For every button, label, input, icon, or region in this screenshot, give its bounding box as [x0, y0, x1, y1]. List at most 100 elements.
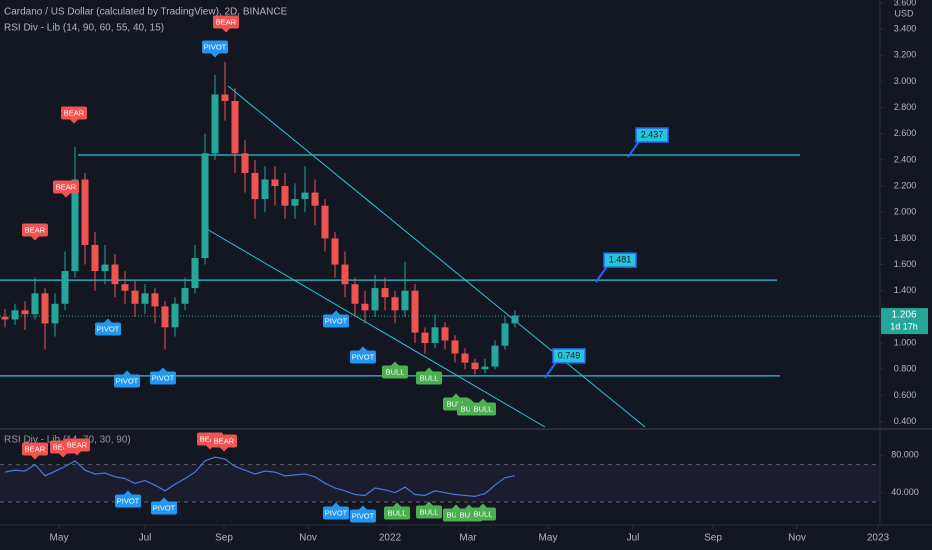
signal-text: BEAR: [200, 434, 221, 443]
signal-box: [470, 402, 496, 416]
signal-label: BULL: [470, 398, 496, 416]
candle-body: [121, 284, 129, 291]
candle-body: [131, 290, 139, 304]
candle-body: [431, 327, 439, 344]
candle-body: [31, 293, 39, 315]
candle-body: [271, 179, 279, 187]
signal-text: PIVOT: [325, 316, 348, 325]
signal-pointer: [123, 370, 131, 375]
y-tick-label: 2.400: [894, 154, 917, 164]
y-tick-label: 2.600: [894, 128, 917, 138]
signal-text: PIVOT: [153, 503, 176, 512]
signal-pointer: [425, 367, 433, 372]
signal-text: BULL: [474, 509, 493, 518]
x-tick-label: Mar: [459, 533, 477, 544]
y-tick-label: 2.000: [894, 207, 917, 217]
signal-text: PIVOT: [152, 373, 175, 382]
signal-label: BULL: [416, 367, 442, 385]
signal-pointer: [211, 53, 219, 58]
signal-label: PIVOT: [323, 310, 349, 328]
x-tick-label: Sep: [215, 533, 233, 544]
signal-box: [323, 314, 349, 328]
signal-pointer: [104, 318, 112, 323]
signal-box: [61, 106, 87, 120]
y-tick-label: 3.400: [894, 23, 917, 33]
signal-text: PIVOT: [325, 508, 348, 517]
candle-body: [301, 192, 309, 200]
signal-pointer: [359, 346, 367, 351]
signal-pointer: [452, 504, 460, 509]
level-pointer: [544, 360, 558, 379]
signal-label: BULL: [470, 503, 496, 521]
signal-text: BULL: [388, 508, 407, 517]
candle-body: [351, 284, 359, 304]
signal-text: PIVOT: [352, 511, 375, 520]
signal-label: PIVOT: [350, 505, 376, 523]
candle-body: [111, 264, 119, 285]
signal-label: BEAR: [22, 223, 48, 241]
x-tick-label: Sep: [704, 533, 722, 544]
level-pointer: [627, 139, 641, 158]
signal-box: [202, 40, 228, 54]
level-label: 1.481: [609, 254, 632, 264]
signal-box: [115, 494, 141, 508]
signal-box: [384, 506, 410, 520]
signal-box: [350, 509, 376, 523]
signal-pointer: [359, 505, 367, 510]
signal-pointer: [31, 455, 39, 460]
level-label: 2.437: [641, 129, 664, 139]
candle-body: [221, 94, 229, 102]
trend-line: [227, 85, 646, 428]
candle-body: [501, 323, 509, 346]
y-tick-label: 1.800: [894, 233, 917, 243]
y-tick-label: 2.800: [894, 102, 917, 112]
signal-pointer: [452, 393, 460, 398]
x-tick-label: 2023: [867, 533, 890, 544]
signal-label: BEAR: [22, 442, 48, 460]
signal-text: BEAR: [56, 182, 77, 191]
signal-label: PIVOT: [151, 497, 177, 515]
candle-body: [61, 271, 69, 304]
signal-pointer: [465, 504, 473, 509]
candle-body: [231, 101, 239, 154]
x-tick-label: 2022: [379, 533, 402, 544]
signal-label: PIVOT: [350, 346, 376, 364]
signal-label: BULL: [416, 501, 442, 519]
x-tick-label: Jul: [139, 533, 152, 544]
signal-label: BULL: [384, 502, 410, 520]
candle-body: [11, 310, 19, 320]
signal-text: BULL: [386, 367, 405, 376]
signal-pointer: [160, 497, 168, 502]
signal-label: PIVOT: [202, 40, 228, 58]
signal-box: [416, 371, 442, 385]
signal-box: [53, 180, 79, 194]
y-tick-label: 3.600: [894, 0, 917, 7]
rsi-band: [0, 464, 880, 503]
signal-text: BULL: [420, 373, 439, 382]
signal-box: [22, 223, 48, 237]
level-label-box: [552, 348, 586, 364]
signal-text: BULL: [420, 507, 439, 516]
signal-box: [211, 434, 237, 448]
signal-pointer: [332, 502, 340, 507]
candle-body: [371, 288, 379, 311]
signal-box: [213, 15, 239, 29]
countdown-label: 1d 17h: [890, 321, 918, 331]
candle-body: [101, 264, 109, 272]
candle-body: [251, 172, 259, 200]
rsi-line: [4, 456, 516, 498]
x-tick-label: Nov: [788, 533, 806, 544]
signal-box: [151, 501, 177, 515]
y-tick-label: 1.400: [894, 285, 917, 295]
x-tick-label: Nov: [299, 533, 317, 544]
candle-body: [241, 153, 249, 173]
signal-box: [64, 438, 90, 452]
candle-body: [421, 332, 429, 344]
signal-label: PIVOT: [323, 502, 349, 520]
signal-label: PIVOT: [114, 370, 140, 388]
signal-pointer: [466, 398, 474, 403]
signal-label: PIVOT: [115, 490, 141, 508]
signal-label: PIVOT: [150, 367, 176, 385]
